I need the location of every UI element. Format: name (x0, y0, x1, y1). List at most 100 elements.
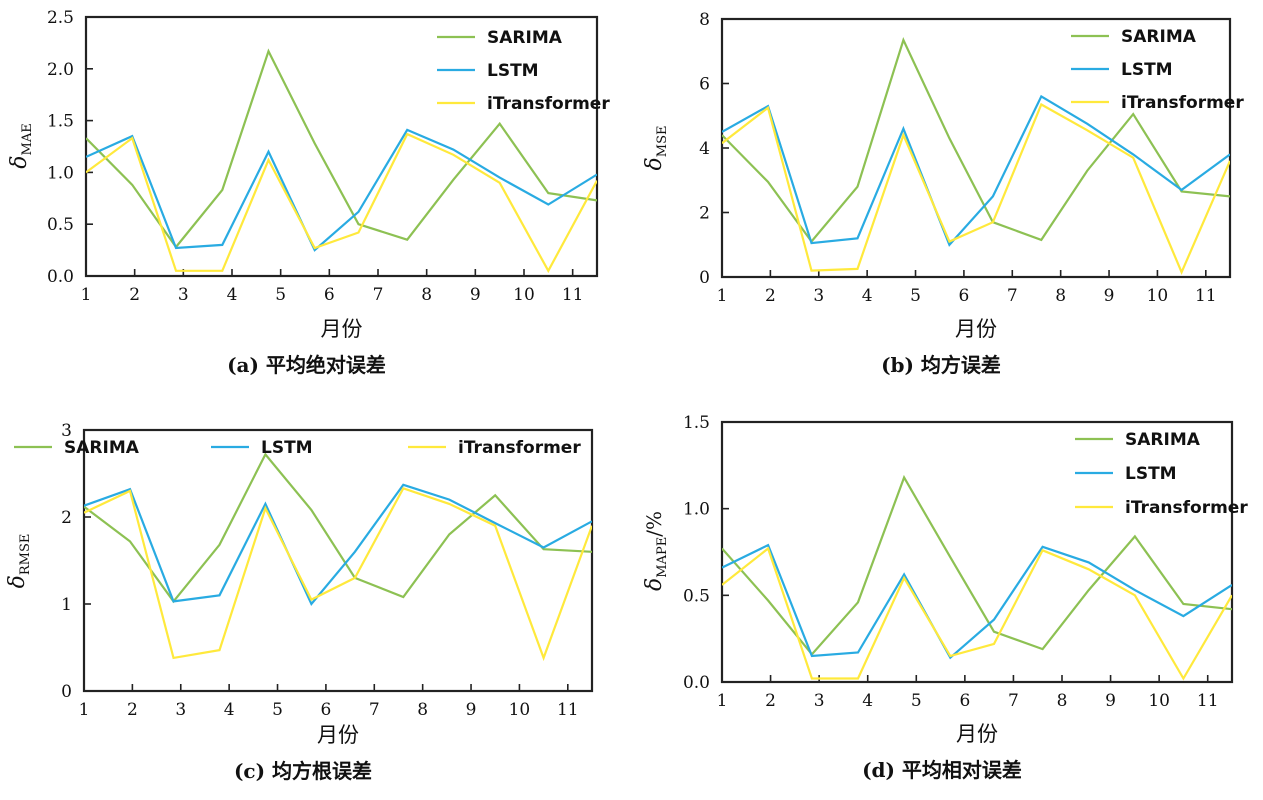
y-tick-label: 1 (61, 595, 72, 615)
legend-label-lstm: LSTM (1121, 60, 1173, 80)
x-tick-label: 6 (320, 700, 331, 720)
plot-frame (82, 428, 594, 693)
y-tick-label: 4 (699, 139, 710, 159)
y-tick-label: 2 (61, 508, 72, 528)
x-tick-label: 5 (911, 691, 922, 711)
x-axis-label: 月份 (955, 317, 997, 341)
x-tick-label: 10 (1148, 691, 1170, 711)
panel-caption: (d) 平均相对误差 (862, 758, 1022, 782)
x-tick-label: 6 (324, 285, 335, 305)
y-tick-label: 1.0 (683, 500, 710, 520)
y-tick-label: 2 (699, 204, 710, 224)
x-tick-label: 9 (1104, 286, 1115, 306)
y-axis-label: δMAPE/% (642, 511, 670, 591)
x-axis-label: 月份 (956, 722, 998, 746)
series-line-itransformer (84, 486, 592, 662)
x-tick-label: 9 (1105, 691, 1116, 711)
x-tick-label: 10 (509, 700, 531, 720)
y-tick-label: 0.0 (683, 673, 710, 693)
chart-panel-b: 1 2 3 4 5 6 7 8 9 10 11 0 2 4 6 8 SARIMA LSTM iTransformer… (642, 10, 1244, 377)
x-tick-label: 3 (813, 286, 824, 306)
y-axis-label: δMSE (642, 126, 670, 171)
legend-label-itransformer: iTransformer (1125, 498, 1248, 518)
x-tick-label: 8 (1055, 286, 1066, 306)
legend-label-sarima: SARIMA (487, 28, 563, 48)
series-line-sarima (84, 452, 592, 604)
x-tick-label: 7 (1007, 286, 1018, 306)
x-tick-label: 2 (127, 700, 138, 720)
x-tick-label: 8 (421, 285, 432, 305)
x-axis-label: 月份 (317, 723, 359, 747)
y-axis-label: δRMSE (5, 534, 33, 589)
y-tick-label: 1.0 (47, 163, 74, 183)
y-tick-label: 3 (61, 421, 72, 441)
x-tick-label: 9 (470, 285, 481, 305)
legend-label-itransformer: iTransformer (1121, 93, 1244, 113)
legend-label-lstm: LSTM (261, 438, 313, 458)
y-tick-label: 6 (699, 75, 710, 95)
chart-panel-a: 1 2 3 4 5 6 7 8 9 10 11 0.0 0.5 1.0 1.5 2.0 2.5 SARIMA LST… (7, 8, 610, 377)
series-line-itransformer (86, 132, 597, 274)
x-tick-label: 5 (910, 286, 921, 306)
legend-label-itransformer: iTransformer (487, 94, 610, 114)
series-line-lstm (86, 128, 597, 252)
panel-caption: (a) 平均绝对误差 (227, 353, 386, 377)
x-tick-label: 1 (81, 285, 92, 305)
x-tick-label: 10 (513, 285, 535, 305)
x-axis-label: 月份 (321, 317, 363, 341)
series-line-lstm (722, 543, 1232, 660)
legend-label-itransformer: iTransformer (458, 438, 581, 458)
x-tick-label: 4 (862, 691, 873, 711)
chart-panel-d: 1 2 3 4 5 6 7 8 9 10 11 0.0 0.5 1.0 1.5 SARIMA LSTM iTran… (642, 413, 1248, 782)
y-tick-label: 8 (699, 10, 710, 30)
series-group (722, 474, 1232, 681)
y-tick-label: 0 (699, 268, 710, 288)
x-tick-label: 11 (562, 285, 584, 305)
y-tick-label: 2.5 (47, 8, 74, 28)
y-axis-label: δMAE (7, 123, 35, 168)
series-group (722, 36, 1230, 275)
series-group (86, 48, 597, 274)
panel-caption: (c) 均方根误差 (234, 759, 372, 783)
x-tick-label: 6 (958, 286, 969, 306)
x-tick-label: 5 (272, 700, 283, 720)
series-line-sarima (86, 48, 597, 249)
y-tick-label: 1.5 (683, 413, 710, 433)
y-tick-label: 2.0 (47, 60, 74, 80)
series-line-lstm (84, 483, 592, 607)
legend-label-lstm: LSTM (1125, 464, 1177, 484)
plot-frame (84, 15, 599, 278)
x-tick-label: 8 (1057, 691, 1068, 711)
x-tick-label: 3 (178, 285, 189, 305)
x-tick-label: 2 (129, 285, 140, 305)
legend-label-sarima: SARIMA (1125, 430, 1201, 450)
legend-label-sarima: SARIMA (64, 438, 140, 458)
series-line-lstm (722, 94, 1230, 247)
plot-frame (720, 420, 1234, 684)
x-tick-label: 1 (717, 691, 728, 711)
x-tick-label: 3 (814, 691, 825, 711)
series-group (84, 452, 592, 662)
x-tick-label: 5 (275, 285, 286, 305)
legend-label-sarima: SARIMA (1121, 27, 1197, 47)
series-line-itransformer (722, 102, 1230, 275)
series-line-sarima (722, 36, 1230, 244)
x-tick-label: 7 (373, 285, 384, 305)
x-tick-label: 10 (1147, 286, 1169, 306)
y-tick-label: 0.0 (47, 267, 74, 287)
y-tick-label: 1.5 (47, 112, 74, 132)
x-tick-label: 4 (227, 285, 238, 305)
x-tick-label: 11 (557, 700, 579, 720)
x-tick-label: 2 (765, 691, 776, 711)
y-tick-label: 0 (61, 682, 72, 702)
x-tick-label: 11 (1197, 691, 1219, 711)
x-tick-label: 3 (175, 700, 186, 720)
series-line-sarima (722, 474, 1232, 656)
x-tick-label: 4 (862, 286, 873, 306)
series-line-itransformer (722, 546, 1232, 681)
x-tick-label: 9 (466, 700, 477, 720)
legend-label-lstm: LSTM (487, 61, 539, 81)
x-tick-label: 1 (79, 700, 90, 720)
x-tick-label: 7 (369, 700, 380, 720)
